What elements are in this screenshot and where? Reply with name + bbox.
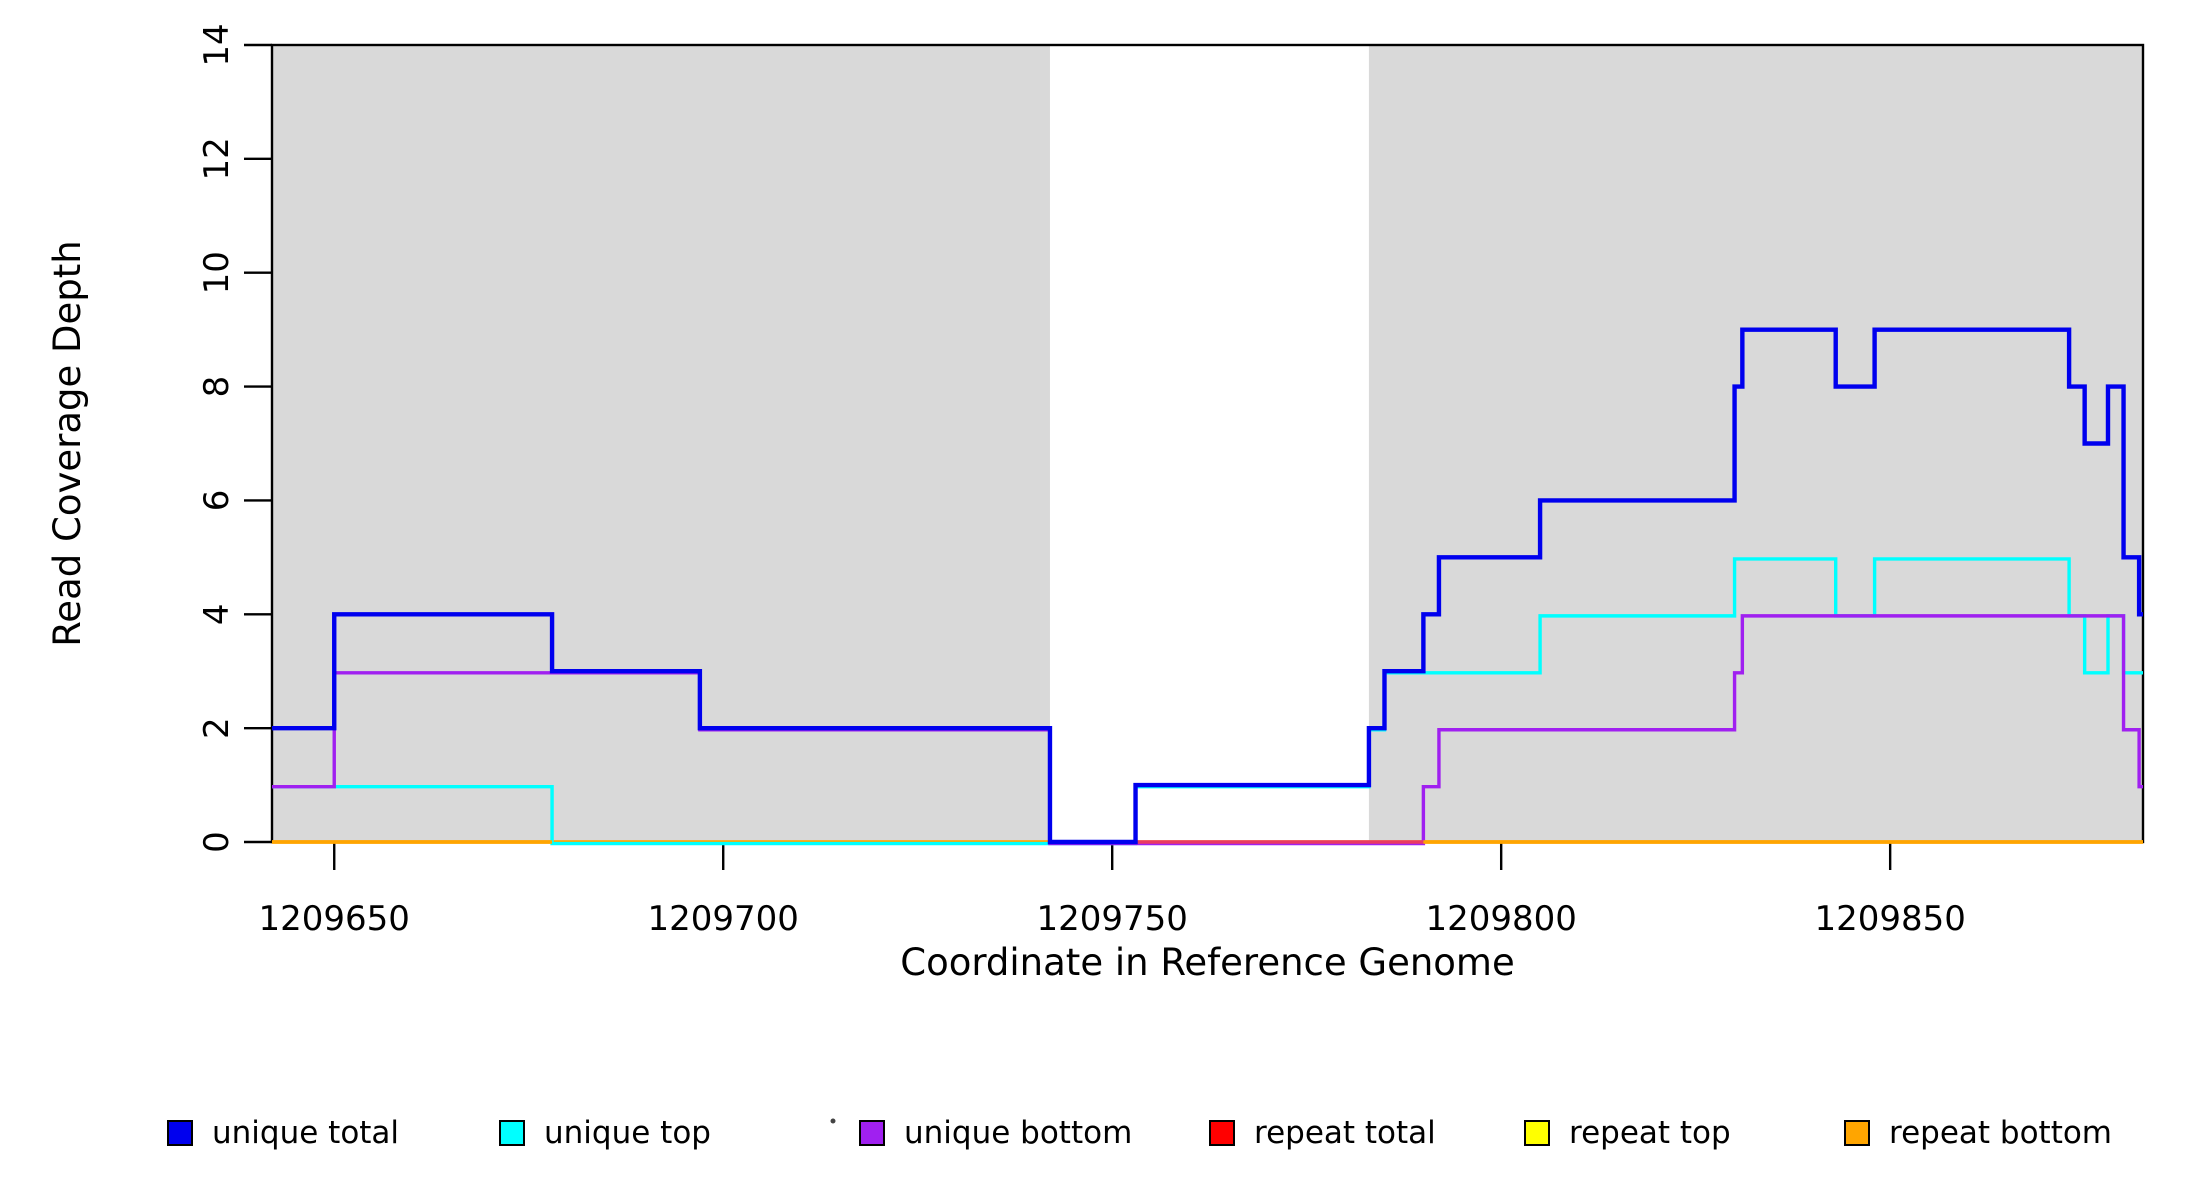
- shaded-regions: [272, 45, 2143, 842]
- y-axis: 0 2 4 6 8 10 12 14: [197, 23, 272, 853]
- y-tick-label: 6: [197, 490, 237, 512]
- legend-swatch: [167, 1120, 193, 1146]
- x-tick-label: 1209650: [259, 899, 410, 939]
- x-tick-label: 1209800: [1425, 899, 1576, 939]
- y-tick-label: 14: [197, 23, 237, 66]
- legend-swatch: [1844, 1120, 1870, 1146]
- legend-swatch: [499, 1120, 525, 1146]
- y-tick-label: 8: [197, 376, 237, 398]
- x-axis: 1209650 1209700 1209750 1209800 1209850: [259, 842, 1966, 939]
- y-tick-label: 10: [197, 251, 237, 294]
- legend-item-unique-total: unique total: [167, 1115, 399, 1151]
- x-axis-title: Coordinate in Reference Genome: [900, 941, 1515, 984]
- legend-label: repeat top: [1569, 1115, 1731, 1151]
- legend: unique total unique top unique bottom repea…: [167, 1115, 2112, 1151]
- y-tick-label: 12: [197, 137, 237, 180]
- legend-swatch: [1524, 1120, 1550, 1146]
- y-tick-label: 4: [197, 603, 237, 625]
- shaded-region: [272, 45, 1050, 842]
- legend-label: unique bottom: [904, 1115, 1132, 1151]
- legend-item-repeat-top: repeat top: [1524, 1115, 1731, 1151]
- legend-swatch: [1209, 1120, 1235, 1146]
- y-tick-label: 2: [197, 717, 237, 739]
- legend-item-repeat-bottom: repeat bottom: [1844, 1115, 2112, 1151]
- series-unique-total: [272, 327, 2143, 845]
- legend-label: unique total: [212, 1115, 399, 1151]
- legend-swatch: [859, 1120, 885, 1146]
- legend-label: unique top: [544, 1115, 711, 1151]
- shaded-region: [1368, 45, 2143, 842]
- x-tick-label: 1209850: [1814, 899, 1965, 939]
- stray-dot-mark: [830, 1118, 836, 1124]
- y-axis-title: Read Coverage Depth: [46, 240, 89, 646]
- legend-item-unique-top: unique top: [499, 1115, 711, 1151]
- x-tick-label: 1209700: [647, 899, 798, 939]
- x-tick-label: 1209750: [1036, 899, 1187, 939]
- legend-label: repeat total: [1254, 1115, 1436, 1151]
- legend-item-repeat-total: repeat total: [1209, 1115, 1436, 1151]
- y-tick-label: 0: [197, 831, 237, 853]
- legend-label: repeat bottom: [1889, 1115, 2112, 1151]
- legend-item-unique-bottom: unique bottom: [859, 1115, 1132, 1151]
